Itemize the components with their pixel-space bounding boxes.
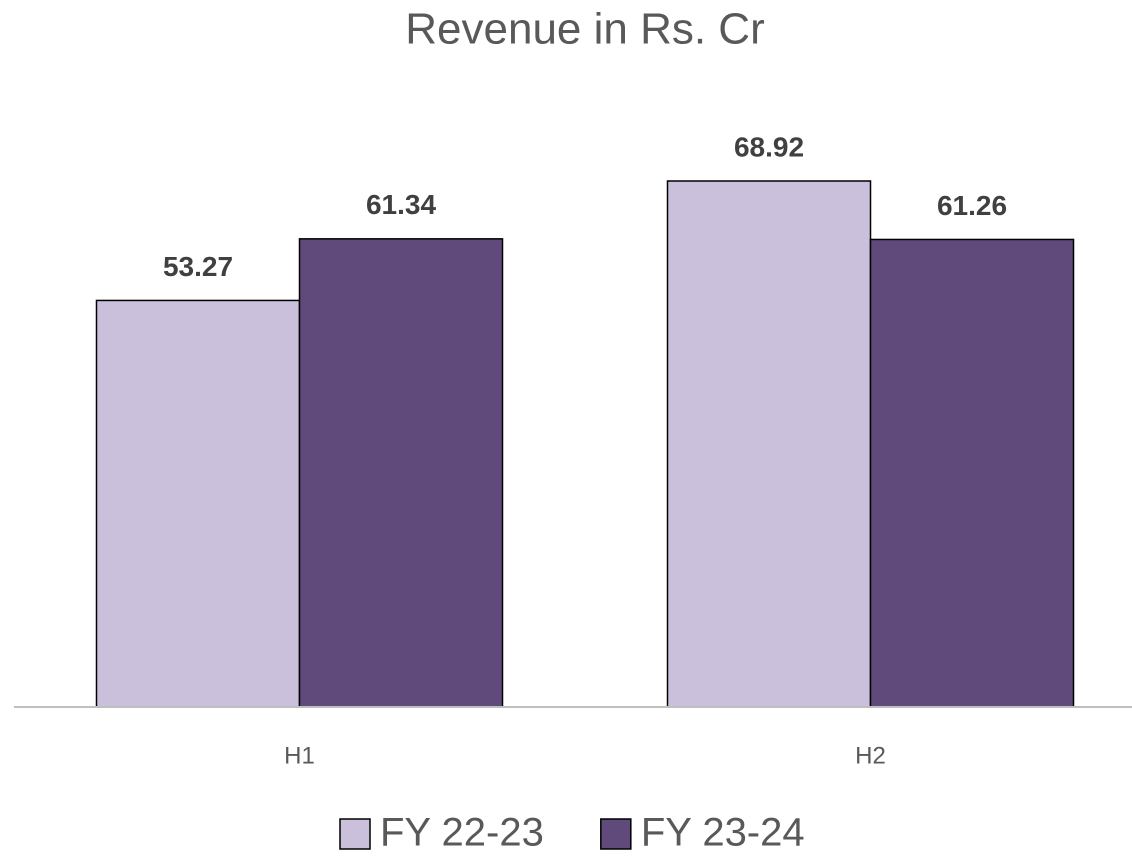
data-label: 68.92: [734, 131, 804, 162]
x-tick-label: H1: [284, 742, 315, 769]
legend-swatch: [600, 818, 632, 850]
legend-swatch: [339, 818, 371, 850]
x-tick-label: H2: [855, 742, 886, 769]
data-label: 61.26: [937, 190, 1007, 221]
legend-label: FY 22-23: [380, 811, 544, 855]
data-label: 61.34: [366, 189, 436, 220]
bar: [95, 299, 301, 708]
data-label: 53.27: [163, 251, 233, 282]
legend-label: FY 23-24: [641, 811, 805, 855]
bar: [666, 180, 872, 708]
bar: [298, 238, 504, 708]
chart-title: Revenue in Rs. Cr: [405, 5, 764, 54]
bar: [869, 238, 1075, 708]
